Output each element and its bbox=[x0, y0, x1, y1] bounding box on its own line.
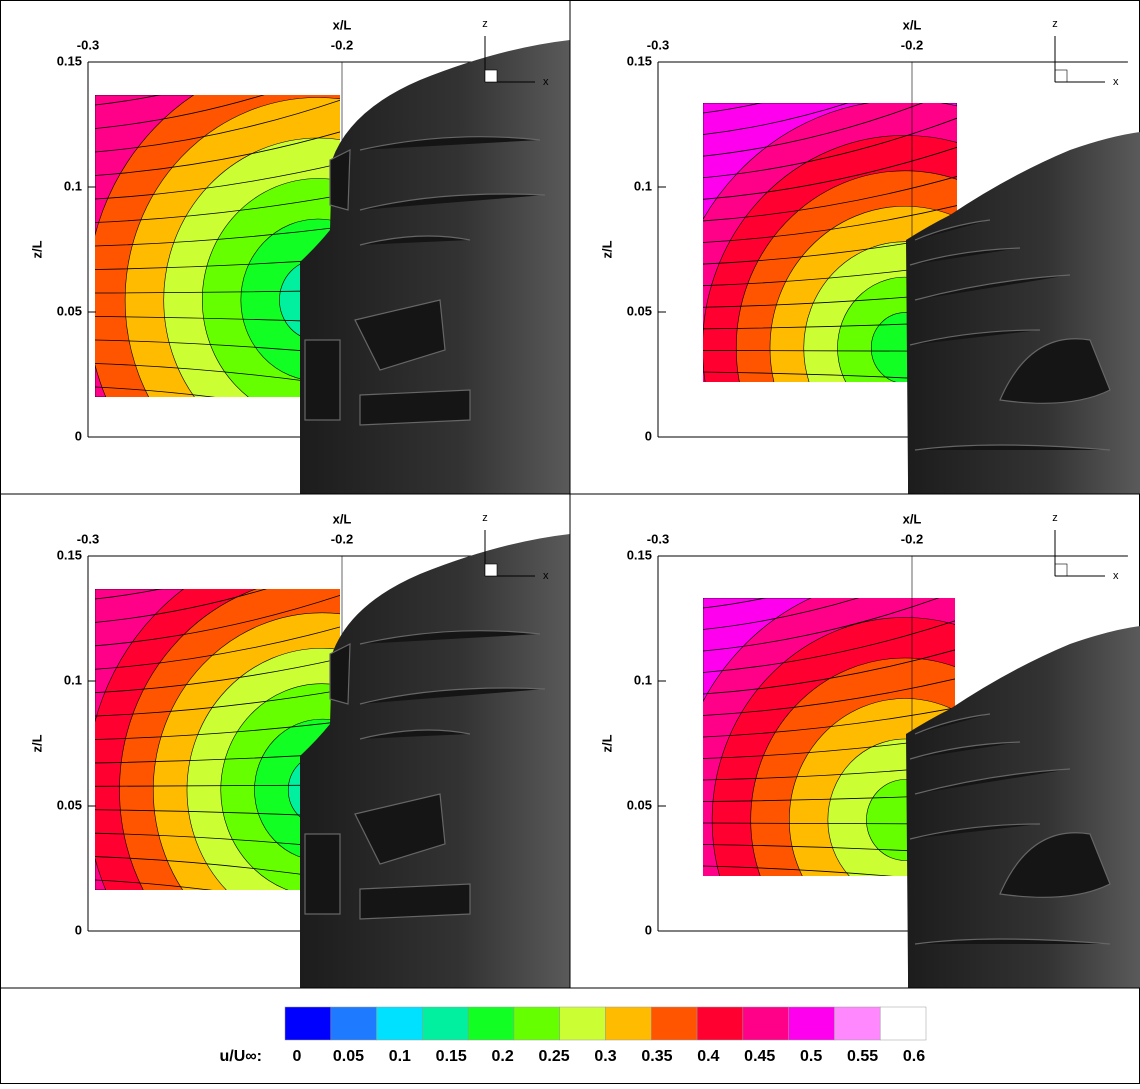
colorbar-swatch bbox=[880, 1007, 926, 1040]
triad-label: x bbox=[1113, 76, 1119, 88]
colorbar-tick-label: 0.25 bbox=[539, 1048, 570, 1065]
colorbar-swatch bbox=[789, 1007, 835, 1040]
x-tick-label: -0.3 bbox=[77, 531, 99, 546]
colorbar-tick-label: 0.05 bbox=[333, 1048, 364, 1065]
y-tick-label: 0.15 bbox=[627, 53, 652, 68]
colorbar-swatch bbox=[560, 1007, 606, 1040]
colorbar-swatch bbox=[651, 1007, 697, 1040]
colorbar-tick-label: 0.15 bbox=[436, 1048, 467, 1065]
colorbar-tick-label: 0.5 bbox=[800, 1048, 822, 1065]
x-tick-label: -0.2 bbox=[901, 531, 923, 546]
triad-label: z bbox=[1052, 18, 1058, 30]
colorbar-swatch bbox=[377, 1007, 423, 1040]
triad-label: x bbox=[543, 570, 549, 582]
x-tick-label: -0.2 bbox=[331, 37, 353, 52]
colorbar-swatch bbox=[285, 1007, 331, 1040]
y-axis-label: z/L bbox=[29, 240, 44, 258]
y-tick-label: 0.1 bbox=[634, 672, 652, 687]
triad-label: z bbox=[1052, 512, 1058, 524]
triad-box bbox=[1055, 564, 1067, 576]
colorbar-tick-label: 0.1 bbox=[389, 1048, 411, 1065]
x-axis-label: x/L bbox=[333, 17, 352, 32]
y-tick-label: 0 bbox=[75, 428, 82, 443]
colorbar-swatch bbox=[697, 1007, 743, 1040]
streamline bbox=[95, 532, 340, 599]
triad-label: z bbox=[482, 18, 488, 30]
x-axis-label: x/L bbox=[903, 17, 922, 32]
y-axis-label: z/L bbox=[29, 734, 44, 752]
y-tick-label: 0.05 bbox=[627, 303, 652, 318]
colorbar-swatch bbox=[743, 1007, 789, 1040]
y-tick-label: 0.05 bbox=[627, 797, 652, 812]
y-tick-label: 0 bbox=[75, 922, 82, 937]
triad-box bbox=[485, 70, 497, 82]
triad-box bbox=[1055, 70, 1067, 82]
colorbar-swatch bbox=[422, 1007, 468, 1040]
colorbar-tick-label: 0.35 bbox=[641, 1048, 672, 1065]
y-tick-label: 0.15 bbox=[57, 53, 82, 68]
y-tick-label: 0.05 bbox=[57, 303, 82, 318]
triad-label: z bbox=[482, 512, 488, 524]
y-tick-label: 0.15 bbox=[627, 547, 652, 562]
triad-box bbox=[485, 564, 497, 576]
colorbar-tick-label: 0.6 bbox=[903, 1048, 925, 1065]
y-tick-label: 0.1 bbox=[64, 178, 82, 193]
x-tick-label: -0.2 bbox=[331, 531, 353, 546]
colorbar-label: u/U∞: bbox=[219, 1048, 262, 1065]
x-tick-label: -0.3 bbox=[647, 37, 669, 52]
y-tick-label: 0.05 bbox=[57, 797, 82, 812]
y-tick-label: 0 bbox=[645, 922, 652, 937]
colorbar-swatch bbox=[331, 1007, 377, 1040]
car-body bbox=[300, 40, 570, 494]
colorbar-swatch bbox=[468, 1007, 514, 1040]
y-axis-label: z/L bbox=[599, 240, 614, 258]
panel: 00.050.10.15-0.3-0.2x/Lz/Lzx bbox=[29, 17, 570, 543]
x-tick-label: -0.3 bbox=[77, 37, 99, 52]
y-tick-label: 0.15 bbox=[57, 547, 82, 562]
car-body bbox=[300, 534, 570, 988]
colorbar-swatch bbox=[834, 1007, 880, 1040]
y-tick-label: 0 bbox=[645, 428, 652, 443]
colorbar-swatch bbox=[514, 1007, 560, 1040]
x-tick-label: -0.2 bbox=[901, 37, 923, 52]
x-axis-label: x/L bbox=[333, 511, 352, 526]
panel: 0 0.05 0.1 0.15-0.3 -0.2 x/L z/L z x bbox=[29, 511, 570, 1038]
panel: 00.050.10.15-0.3-0.2x/Lz/Lzx bbox=[599, 17, 1140, 596]
colorbar-tick-label: 0 bbox=[293, 1048, 302, 1065]
colorbar-tick-label: 0.3 bbox=[594, 1048, 616, 1065]
colorbar-tick-label: 0.45 bbox=[744, 1048, 775, 1065]
colorbar-tick-label: 0.2 bbox=[492, 1048, 514, 1065]
y-axis-label: z/L bbox=[599, 734, 614, 752]
y-tick-label: 0.1 bbox=[634, 178, 652, 193]
y-tick-label: 0.1 bbox=[64, 672, 82, 687]
triad-label: x bbox=[543, 76, 549, 88]
x-tick-label: -0.3 bbox=[647, 531, 669, 546]
colorbar-tick-label: 0.4 bbox=[697, 1048, 719, 1065]
panel: 0 0.05 0.1 0.15-0.3 -0.2 x/L z/L z x bbox=[599, 511, 1140, 1063]
triad-label: x bbox=[1113, 570, 1119, 582]
streamline bbox=[95, 37, 340, 105]
x-axis-label: x/L bbox=[903, 511, 922, 526]
colorbar-swatch bbox=[606, 1007, 652, 1040]
colorbar-tick-label: 0.55 bbox=[847, 1048, 878, 1065]
figure: 00.050.10.15-0.3-0.2x/Lz/Lzx00.050.10.15… bbox=[0, 0, 1140, 1084]
